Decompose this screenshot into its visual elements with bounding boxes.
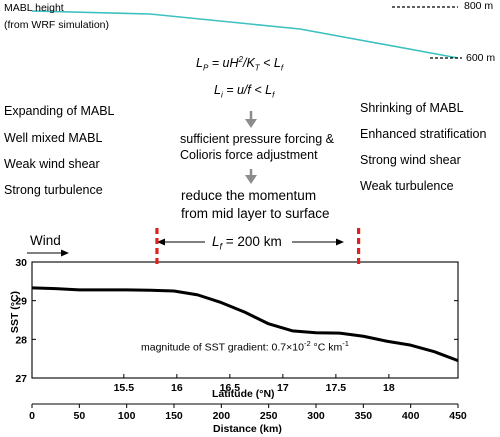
distance-tick-label: 150 [165, 410, 183, 422]
down-arrow-icon [245, 111, 257, 128]
latitude-tick-label: 17.5 [326, 382, 347, 394]
li-rhs: = u/f < L [222, 83, 273, 97]
center-text-line: from mid layer to surface [181, 206, 330, 221]
plot-frame [31, 261, 459, 379]
down-arrow-icon [245, 169, 257, 184]
distance-axis-title: Distance (km) [213, 423, 282, 435]
latitude-tick-label: 16 [171, 382, 183, 394]
sst-line [31, 286, 459, 363]
lf-span-arrow-right [292, 238, 344, 246]
y-tick-label: 29 [15, 296, 27, 308]
mabl-800m-label: 800 m [464, 0, 494, 12]
left-list-item: Expanding of MABL [4, 104, 115, 118]
left-list-item: Well mixed MABL [4, 131, 103, 145]
latitude-tick-label: 18 [383, 382, 395, 394]
distance-tick-label: 350 [355, 410, 373, 422]
lf-label: Lf = 200 km [212, 234, 282, 252]
annotation-exponent: -2 [303, 339, 311, 348]
y-axis-title: SST (°C) [9, 290, 22, 334]
lp-superscript: 2 [238, 55, 243, 64]
lp-divisor-subscript: T [254, 63, 260, 73]
left-list-item: Weak wind shear [4, 157, 100, 171]
annotation-text: magnitude of SST gradient: 0.7×10 [141, 341, 304, 354]
distance-tick-label: 200 [213, 410, 231, 422]
wind-arrow-icon [27, 249, 69, 257]
latitude-tick-label: 16.5 [220, 382, 241, 394]
y-tick-label: 30 [15, 257, 27, 269]
wind-label: Wind [30, 233, 61, 248]
li-comparison-subscript: f [272, 90, 275, 100]
lf-subscript: f [219, 241, 223, 252]
latitude-tick-label: 15.5 [114, 382, 135, 394]
lp-symbol: L [196, 56, 203, 71]
annotation-unit-exponent: -1 [342, 339, 349, 348]
lp-divisor: /K [242, 56, 255, 71]
distance-tick-label: 400 [402, 410, 420, 422]
sst-gradient-annotation: magnitude of SST gradient: 0.7×10-2 °C k… [141, 339, 349, 354]
li-symbol: L [214, 83, 221, 97]
y-tick-label: 28 [15, 334, 27, 346]
y-tick-label: 27 [15, 373, 27, 385]
latitude-axis-title: Latitude (°N) [212, 388, 275, 400]
distance-tick-label: 50 [73, 410, 85, 422]
center-text-line: sufficient pressure forcing & [180, 132, 335, 146]
right-list-item: Strong wind shear [360, 153, 461, 167]
mabl-600m-label: 600 m [466, 52, 496, 64]
latitude-tick-label: 17 [277, 382, 289, 394]
mabl-label: MABL height [4, 2, 64, 14]
distance-tick-label: 450 [449, 410, 467, 422]
distance-tick-label: 100 [118, 410, 136, 422]
distance-tick-label: 250 [260, 410, 278, 422]
annotation-unit: °C km [310, 341, 343, 354]
center-text-line: reduce the momentum [181, 188, 317, 203]
lf-span-arrow-left [157, 238, 205, 246]
left-list-item: Strong turbulence [4, 183, 103, 197]
right-list-item: Shrinking of MABL [360, 101, 464, 115]
distance-tick-label: 0 [29, 410, 35, 422]
li-subscript: i [220, 90, 223, 100]
lp-comparison: < L [259, 56, 281, 71]
lf-symbol: L [212, 234, 220, 249]
distance-tick-label: 300 [307, 410, 325, 422]
lp-equation: LP = uH2/KT < Lf [196, 55, 283, 73]
mabl-source-label: (from WRF simulation) [4, 19, 110, 31]
center-text-line: Colioris force adjustment [180, 148, 318, 162]
lp-comparison-subscript: f [280, 63, 284, 73]
lf-value: = 200 km [222, 234, 282, 249]
lp-rhs: = uH [208, 56, 239, 71]
lp-subscript: P [202, 63, 209, 73]
right-list-item: Enhanced stratification [360, 127, 487, 141]
mabl-height-line [31, 10, 459, 59]
right-list-item: Weak turbulence [360, 179, 454, 193]
li-equation: Li = u/f < Lf [214, 83, 274, 100]
